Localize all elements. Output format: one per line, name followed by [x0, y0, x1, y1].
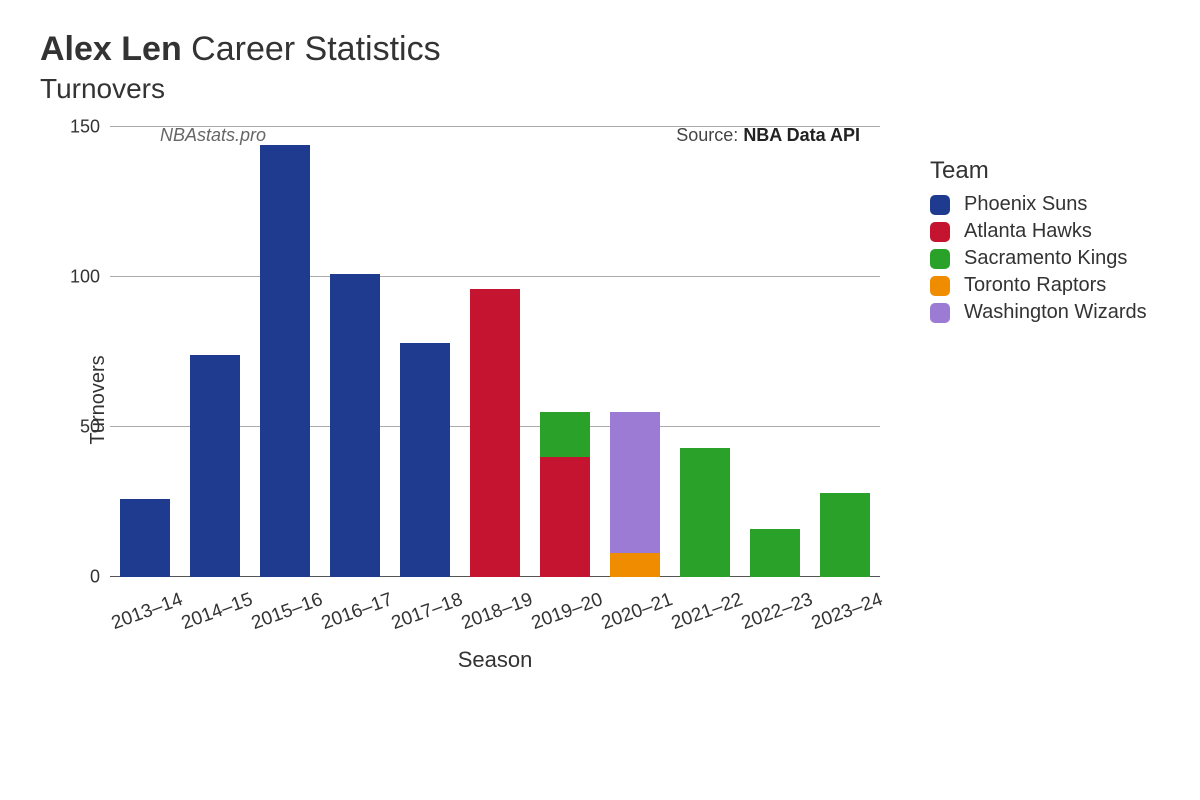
legend-item: Toronto Raptors: [930, 274, 1147, 297]
bar-slot: 2015–16: [250, 127, 320, 577]
bar-slot: 2017–18: [390, 127, 460, 577]
x-axis-label: Season: [110, 647, 880, 673]
bar-slot: 2018–19: [460, 127, 530, 577]
bar-slot: 2021–22: [670, 127, 740, 577]
bar-segment: [400, 343, 450, 577]
bar-slot: 2020–21: [600, 127, 670, 577]
bar-segment: [330, 274, 380, 577]
legend-label: Sacramento Kings: [964, 247, 1127, 270]
legend-item: Washington Wizards: [930, 301, 1147, 324]
legend-label: Toronto Raptors: [964, 274, 1106, 297]
bar-slot: 2014–15: [180, 127, 250, 577]
bar-segment: [470, 289, 520, 577]
legend-item: Sacramento Kings: [930, 247, 1147, 270]
title-bold: Alex Len: [40, 30, 182, 68]
legend-item: Phoenix Suns: [930, 193, 1147, 216]
x-tick: 2020–21: [599, 589, 676, 635]
legend-item: Atlanta Hawks: [930, 220, 1147, 243]
bar-segment: [260, 145, 310, 577]
legend-swatch: [930, 276, 950, 296]
legend: Team Phoenix Suns Atlanta Hawks Sacramento…: [930, 157, 1147, 328]
legend-label: Phoenix Suns: [964, 193, 1087, 216]
chart-area: NBAstats.pro Source: NBA Data API Turnov…: [110, 127, 1160, 673]
x-tick: 2014–15: [179, 589, 256, 635]
x-tick: 2017–18: [389, 589, 466, 635]
x-tick: 2021–22: [669, 589, 746, 635]
x-tick: 2015–16: [249, 589, 326, 635]
bar-segment: [820, 493, 870, 577]
bar-segment: [190, 355, 240, 577]
y-tick: 150: [70, 117, 110, 138]
legend-title: Team: [930, 157, 1147, 185]
x-tick: 2023–24: [809, 589, 886, 635]
bar-segment: [540, 457, 590, 577]
bar-segment: [610, 553, 660, 577]
bar-segment: [680, 448, 730, 577]
bar-segment: [750, 529, 800, 577]
x-tick: 2019–20: [529, 589, 606, 635]
chart-container: Alex Len Career Statistics Turnovers NBA…: [0, 0, 1200, 800]
legend-swatch: [930, 222, 950, 242]
x-tick: 2022–23: [739, 589, 816, 635]
bar-segment: [610, 412, 660, 553]
bar-slot: 2016–17: [320, 127, 390, 577]
bars-group: 2013–142014–152015–162016–172017–182018–…: [110, 127, 880, 577]
chart-subtitle: Turnovers: [40, 73, 1160, 105]
title-rest: Career Statistics: [182, 30, 441, 68]
bar-slot: 2013–14: [110, 127, 180, 577]
bar-segment: [540, 412, 590, 457]
legend-swatch: [930, 195, 950, 215]
x-tick: 2016–17: [319, 589, 396, 635]
legend-swatch: [930, 303, 950, 323]
plot-area: 0501001502013–142014–152015–162016–17201…: [110, 127, 880, 577]
legend-label: Atlanta Hawks: [964, 220, 1092, 243]
x-tick: 2018–19: [459, 589, 536, 635]
bar-slot: 2023–24: [810, 127, 880, 577]
y-tick: 100: [70, 267, 110, 288]
x-tick: 2013–14: [109, 589, 186, 635]
y-tick: 0: [90, 567, 110, 588]
bar-segment: [120, 499, 170, 577]
legend-label: Washington Wizards: [964, 301, 1147, 324]
y-tick: 50: [80, 417, 110, 438]
legend-swatch: [930, 249, 950, 269]
bar-slot: 2022–23: [740, 127, 810, 577]
bar-slot: 2019–20: [530, 127, 600, 577]
page-title: Alex Len Career Statistics: [40, 30, 1160, 69]
